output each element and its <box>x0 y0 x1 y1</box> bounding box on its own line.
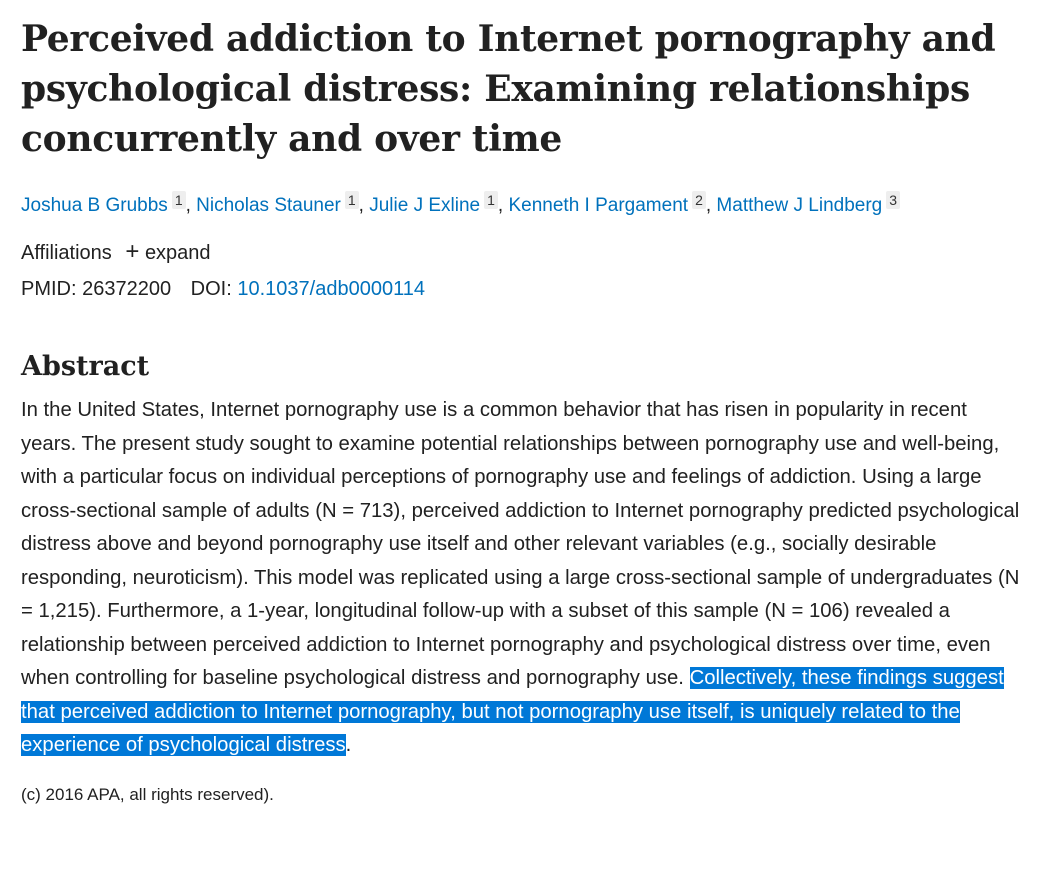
author-link[interactable]: Joshua B Grubbs <box>21 195 168 216</box>
affiliations-label: Affiliations <box>21 242 112 264</box>
abstract-body: In the United States, Internet pornograp… <box>21 399 1020 689</box>
plus-icon: + <box>125 238 140 265</box>
identifiers-row: PMID: 26372200 DOI: 10.1037/adb0000114 <box>21 271 1021 307</box>
pmid-value: 26372200 <box>82 278 172 300</box>
abstract-text: In the United States, Internet pornograp… <box>21 394 1021 763</box>
doi-link[interactable]: 10.1037/adb0000114 <box>237 278 425 300</box>
affiliations-row: Affiliations + expand <box>21 234 1021 271</box>
affiliation-ref[interactable]: 3 <box>886 191 901 209</box>
pmid-label: PMID: <box>21 278 77 300</box>
affiliation-ref[interactable]: 1 <box>344 191 359 209</box>
abstract-end: . <box>345 734 352 756</box>
author-link[interactable]: Nicholas Stauner <box>196 195 341 216</box>
expand-label: expand <box>144 242 211 264</box>
expand-affiliations-button[interactable]: + expand <box>125 238 211 265</box>
article: Perceived addiction to Internet pornogra… <box>21 14 1021 805</box>
doi-label: DOI: <box>190 278 232 300</box>
authors-list: Joshua B Grubbs 1, Nicholas Stauner 1, Jul… <box>21 190 1021 222</box>
author-link[interactable]: Matthew J Lindberg <box>716 195 883 216</box>
page-title: Perceived addiction to Internet pornogra… <box>21 18 996 160</box>
author-link[interactable]: Julie J Exline <box>369 195 481 216</box>
affiliation-ref[interactable]: 1 <box>171 191 186 209</box>
abstract-heading: Abstract <box>21 351 150 382</box>
author-link[interactable]: Kenneth I Pargament <box>508 195 689 216</box>
affiliation-ref[interactable]: 2 <box>692 191 706 209</box>
copyright: (c) 2016 APA, all rights reserved). <box>21 784 274 804</box>
affiliation-ref[interactable]: 1 <box>484 191 498 209</box>
